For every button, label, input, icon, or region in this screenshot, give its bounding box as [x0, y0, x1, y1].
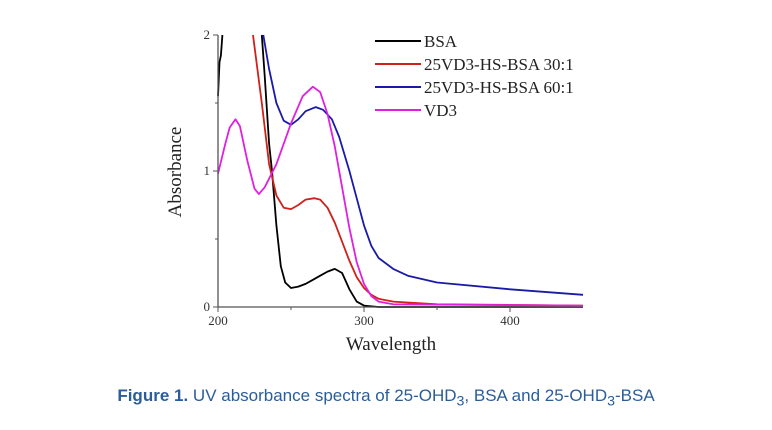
axes: 200 300 400 0 1 2 — [204, 27, 583, 328]
x-axis-label: Wavelength — [346, 334, 437, 355]
figure-caption: Figure 1. UV absorbance spectra of 25-OH… — [0, 386, 772, 409]
y-tick-label: 2 — [204, 27, 211, 42]
caption-text: UV absorbance spectra of 25-OHD — [188, 386, 457, 405]
series-line-2 — [262, 34, 584, 296]
series-line-0 — [260, 34, 583, 308]
caption-subscript: 3 — [456, 393, 465, 410]
y-axis-label: Absorbance — [165, 127, 186, 218]
x-tick-label: 300 — [354, 313, 374, 328]
caption-subscript: 3 — [607, 393, 615, 410]
caption-label: Figure 1. — [117, 386, 189, 405]
legend-label: 25VD3-HS-BSA 30:1 — [424, 55, 574, 74]
legend-label: VD3 — [424, 101, 457, 120]
uv-absorbance-chart: 200 300 400 0 1 2 Wavelength Absorbance BSA 25… — [165, 27, 584, 355]
series-line-1 — [252, 34, 584, 307]
x-tick-label: 200 — [208, 313, 228, 328]
caption-text: , BSA and 25-OHD — [464, 386, 608, 405]
legend: BSA 25VD3-HS-BSA 30:1 25VD3-HS-BSA 60:1 VD3 — [375, 32, 574, 120]
x-tick-label: 400 — [500, 313, 520, 328]
legend-label: BSA — [424, 32, 458, 51]
y-tick-label: 1 — [204, 163, 211, 178]
y-tick-label: 0 — [204, 299, 211, 314]
series-line-0 — [217, 34, 224, 97]
caption-text: -BSA — [614, 386, 655, 405]
series-line-3 — [217, 85, 584, 307]
plot-curves — [217, 34, 584, 308]
legend-label: 25VD3-HS-BSA 60:1 — [424, 78, 574, 97]
